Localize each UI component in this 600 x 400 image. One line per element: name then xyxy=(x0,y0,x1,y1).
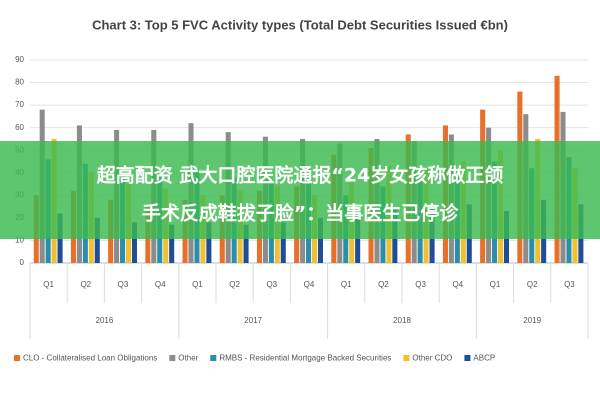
legend-label: RMBS - Residential Mortgage Backed Secur… xyxy=(219,354,391,363)
banner-bg xyxy=(0,141,600,239)
legend-label: CLO - Collateralised Loan Obligations xyxy=(23,354,157,363)
banner-text: 超高配资 武大口腔医院通报“24岁女孩称做正颌 xyxy=(96,164,504,187)
banner-text: 手术反成鞋拔子脸”：当事医生已停诊 xyxy=(142,202,459,225)
y-tick-label: 10 xyxy=(15,236,24,245)
legend-swatch xyxy=(210,355,217,361)
x-tick-label: Q4 xyxy=(155,280,166,289)
bar xyxy=(317,217,323,263)
bar xyxy=(131,222,137,263)
legend-swatch xyxy=(403,355,410,361)
bar xyxy=(94,217,100,263)
x-tick-label: Q2 xyxy=(378,280,389,289)
chart-title: Chart 3: Top 5 FVC Activity types (Total… xyxy=(92,17,508,32)
group-label: 2018 xyxy=(393,316,411,325)
y-tick-label: 90 xyxy=(15,55,24,64)
x-tick-label: Q1 xyxy=(43,280,54,289)
x-tick-label: Q3 xyxy=(564,280,575,289)
legend-label: ABCP xyxy=(473,354,495,363)
y-tick-label: 60 xyxy=(15,123,24,132)
legend-swatch xyxy=(464,355,471,361)
bar xyxy=(243,224,249,263)
legend-swatch xyxy=(14,355,20,361)
x-tick-label: Q3 xyxy=(118,280,129,289)
group-label: 2017 xyxy=(244,316,262,325)
legend-label: Other CDO xyxy=(412,354,452,363)
bar xyxy=(169,224,175,263)
x-tick-label: Q2 xyxy=(229,280,240,289)
x-tick-label: Q4 xyxy=(452,280,463,289)
bar xyxy=(206,222,212,263)
x-tick-label: Q1 xyxy=(192,280,203,289)
y-tick-label: 80 xyxy=(15,78,24,87)
x-tick-label: Q2 xyxy=(527,280,538,289)
x-tick-label: Q1 xyxy=(341,280,352,289)
legend-swatch xyxy=(169,355,176,361)
legend-label: Other xyxy=(178,354,198,363)
x-tick-label: Q1 xyxy=(490,280,501,289)
y-tick-label: 70 xyxy=(15,100,24,109)
y-tick-label: 0 xyxy=(20,258,25,267)
group-label: 2019 xyxy=(523,316,541,325)
x-tick-label: Q2 xyxy=(80,280,91,289)
group-label: 2016 xyxy=(96,316,114,325)
bar xyxy=(280,222,286,263)
x-tick-label: Q4 xyxy=(304,280,315,289)
x-tick-label: Q3 xyxy=(415,280,426,289)
x-tick-label: Q3 xyxy=(266,280,277,289)
